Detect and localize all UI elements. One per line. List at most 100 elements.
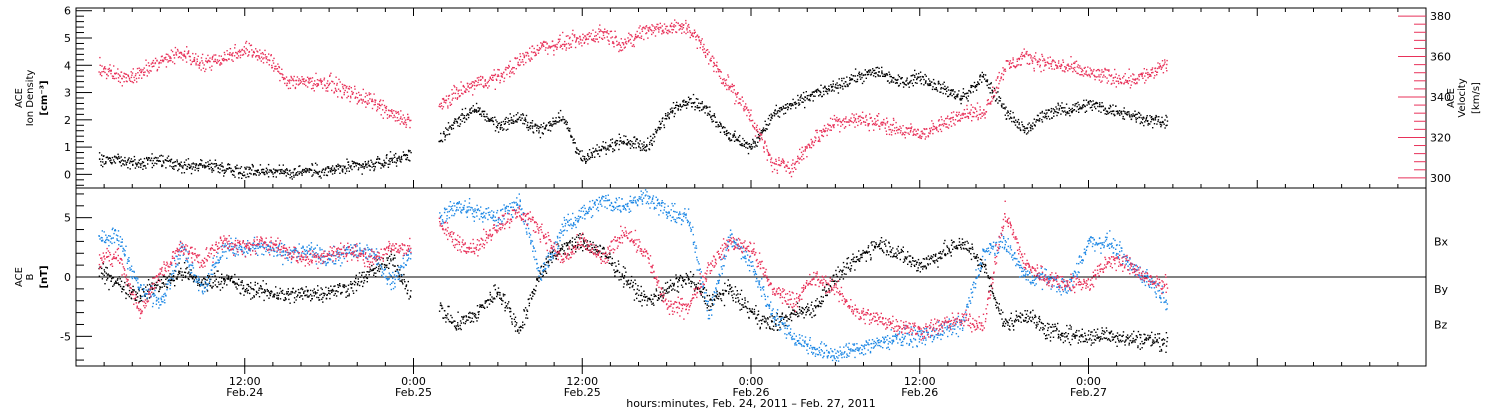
data-point — [247, 55, 249, 57]
data-point — [595, 148, 597, 150]
data-point — [581, 45, 583, 47]
data-point — [258, 55, 260, 57]
data-point — [266, 61, 268, 64]
data-point — [751, 119, 754, 122]
data-point — [341, 170, 343, 172]
data-point — [627, 41, 630, 43]
data-point — [623, 135, 625, 137]
data-point — [579, 36, 581, 38]
data-point — [659, 128, 661, 131]
data-point — [245, 176, 247, 179]
data-point — [494, 73, 497, 76]
data-point — [664, 118, 666, 120]
data-point — [832, 124, 834, 126]
data-point — [637, 142, 639, 144]
data-point — [252, 164, 254, 167]
data-point — [386, 117, 389, 119]
data-point — [254, 281, 256, 284]
data-point — [1076, 66, 1079, 68]
data-point — [995, 99, 997, 102]
data-point — [876, 115, 879, 117]
data-point — [833, 126, 835, 129]
data-point — [213, 272, 216, 275]
data-point — [123, 289, 125, 291]
data-point — [832, 125, 835, 127]
data-point — [233, 282, 235, 284]
data-point — [1085, 110, 1088, 112]
data-point — [736, 96, 738, 98]
data-point — [1151, 116, 1153, 118]
data-point — [547, 53, 549, 55]
data-point — [116, 158, 119, 160]
data-point — [373, 268, 375, 270]
data-point — [731, 83, 733, 85]
data-point — [226, 50, 228, 52]
data-point — [320, 177, 322, 179]
data-point — [981, 115, 983, 117]
data-point — [1108, 111, 1111, 114]
data-point — [767, 117, 770, 120]
data-point — [979, 106, 981, 108]
data-point — [258, 171, 260, 174]
data-point — [905, 84, 908, 86]
data-point — [123, 72, 125, 75]
data-point — [1046, 117, 1048, 120]
data-point — [461, 113, 463, 115]
data-point — [982, 75, 984, 77]
data-point — [697, 36, 700, 39]
data-point — [829, 117, 832, 120]
data-point — [951, 90, 953, 92]
data-point — [278, 71, 280, 73]
data-point — [746, 114, 748, 117]
data-point — [326, 293, 328, 296]
data-point — [252, 54, 254, 56]
data-point — [256, 169, 258, 172]
data-point — [498, 75, 500, 77]
data-point — [492, 120, 494, 122]
data-point — [266, 171, 268, 173]
data-point — [459, 119, 462, 121]
data-point — [1086, 75, 1089, 77]
data-point — [250, 288, 253, 290]
data-point — [255, 290, 258, 293]
data-point — [645, 25, 648, 27]
data-point — [1061, 102, 1063, 104]
data-point — [304, 170, 306, 172]
data-point — [400, 110, 402, 112]
data-point — [1023, 131, 1026, 134]
data-point — [594, 150, 596, 152]
data-point — [183, 50, 186, 52]
data-point — [754, 128, 756, 130]
data-point — [254, 169, 256, 172]
data-point — [115, 72, 118, 74]
data-point — [246, 173, 249, 175]
data-point — [880, 123, 882, 125]
data-point — [141, 162, 143, 165]
data-point — [137, 296, 139, 298]
data-point — [1162, 72, 1165, 74]
data-point — [647, 27, 649, 29]
data-point — [281, 76, 284, 79]
data-point — [189, 55, 191, 58]
data-point — [819, 140, 821, 143]
data-point — [999, 97, 1002, 99]
data-point — [1009, 60, 1011, 62]
series-Bx — [98, 233, 1169, 353]
data-point — [266, 56, 268, 58]
data-point — [289, 302, 291, 304]
data-point — [221, 273, 223, 275]
data-point — [883, 75, 885, 77]
data-point — [348, 293, 350, 295]
data-point — [985, 80, 987, 82]
data-point — [618, 133, 620, 135]
data-point — [176, 278, 178, 280]
data-point — [570, 134, 572, 137]
data-point — [976, 102, 979, 104]
data-point — [258, 296, 261, 298]
data-point — [369, 98, 371, 100]
data-point — [375, 272, 377, 274]
data-point — [370, 159, 372, 161]
data-point — [1003, 70, 1005, 72]
data-point — [327, 166, 330, 168]
data-point — [623, 47, 626, 49]
